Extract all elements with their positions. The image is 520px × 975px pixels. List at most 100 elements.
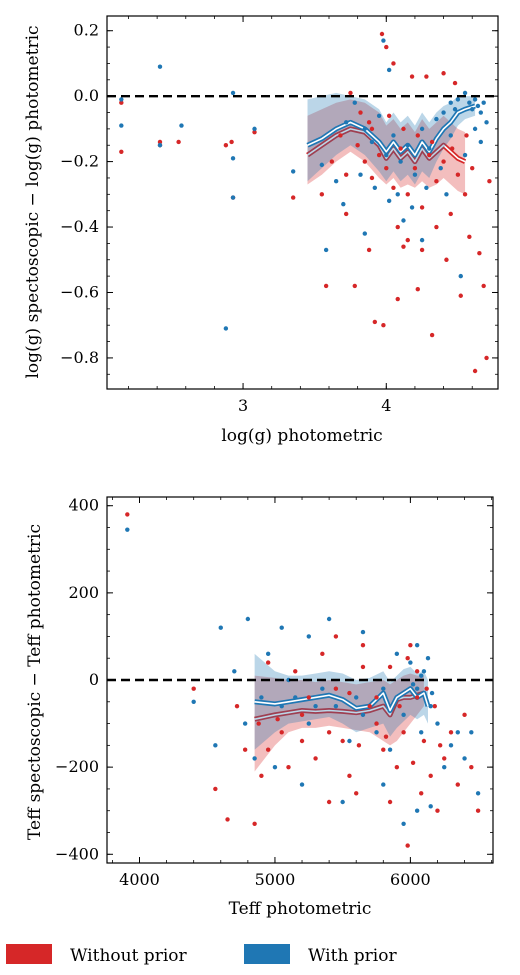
x-tick-label: 4 <box>381 396 391 415</box>
point-without-prior <box>405 237 410 243</box>
point-with-prior <box>320 686 325 691</box>
point-with-prior <box>484 120 489 125</box>
point-with-prior <box>414 642 420 648</box>
y-tick-label: 0 <box>89 670 99 689</box>
point-with-prior <box>290 169 296 174</box>
point-without-prior <box>442 756 447 761</box>
point-without-prior <box>391 185 396 190</box>
point-without-prior <box>256 721 261 726</box>
point-without-prior <box>391 61 396 66</box>
point-with-prior <box>232 669 237 674</box>
point-with-prior <box>452 107 458 112</box>
point-with-prior <box>391 133 396 138</box>
point-with-prior <box>319 162 325 168</box>
point-without-prior <box>435 808 440 813</box>
point-without-prior <box>415 133 420 138</box>
point-with-prior <box>425 656 431 661</box>
point-without-prior <box>395 296 400 302</box>
point-with-prior <box>419 673 424 678</box>
point-without-prior <box>383 734 389 739</box>
point-without-prior <box>326 730 332 735</box>
point-without-prior <box>381 747 386 752</box>
panel-teff: 400 200 0 −200 −400 4000 5000 6000 Teff photome… <box>25 496 494 919</box>
point-without-prior <box>386 113 392 118</box>
point-without-prior <box>326 799 332 805</box>
point-with-prior <box>442 764 447 770</box>
point-without-prior <box>410 760 416 765</box>
point-with-prior <box>333 179 339 184</box>
point-without-prior <box>367 703 372 709</box>
point-without-prior <box>405 843 410 848</box>
point-with-prior <box>306 721 312 726</box>
point-with-prior <box>401 218 406 223</box>
median-line-inner-without-prior <box>254 692 425 720</box>
point-without-prior <box>242 747 248 752</box>
point-with-prior <box>455 97 461 102</box>
point-with-prior <box>414 808 420 813</box>
point-with-prior <box>362 126 368 132</box>
point-without-prior <box>319 192 325 197</box>
point-with-prior <box>119 97 124 102</box>
point-without-prior <box>395 224 400 230</box>
point-with-prior <box>475 791 481 796</box>
plot-frame-logg <box>106 15 499 390</box>
point-without-prior <box>464 133 469 138</box>
point-without-prior <box>462 192 468 197</box>
point-with-prior <box>405 143 410 148</box>
point-with-prior <box>462 152 468 158</box>
point-without-prior <box>157 139 163 145</box>
point-with-prior <box>343 120 349 125</box>
point-with-prior <box>323 247 329 253</box>
point-without-prior <box>358 110 363 115</box>
point-with-prior <box>381 38 386 43</box>
xlabel-logg: log(g) photometric <box>221 426 382 446</box>
point-without-prior <box>347 773 352 779</box>
point-without-prior <box>428 773 433 779</box>
point-with-prior <box>381 686 386 691</box>
ylabel-logg: log(g) spectoscopic − log(g) photometric <box>23 25 43 378</box>
point-with-prior <box>376 113 382 118</box>
point-without-prior <box>343 172 349 177</box>
y-tick-label: −0.8 <box>60 348 99 367</box>
point-without-prior <box>434 179 439 184</box>
point-with-prior <box>354 695 359 700</box>
point-with-prior <box>448 100 453 105</box>
point-with-prior <box>352 100 357 105</box>
point-without-prior <box>265 660 271 665</box>
y-tick-label: 0.2 <box>74 21 99 40</box>
point-without-prior <box>469 764 474 770</box>
x-tick-label: 3 <box>238 396 248 415</box>
point-without-prior <box>487 179 492 184</box>
point-without-prior <box>401 126 406 132</box>
point-with-prior <box>326 616 332 622</box>
x-tick-label: 6000 <box>390 870 431 889</box>
point-without-prior <box>434 224 439 230</box>
scatter-points-teff <box>125 512 481 848</box>
point-without-prior <box>381 322 386 328</box>
point-with-prior <box>252 756 257 761</box>
point-without-prior <box>125 512 130 517</box>
point-without-prior <box>348 90 353 96</box>
point-without-prior <box>119 149 124 154</box>
point-without-prior <box>448 730 454 735</box>
point-without-prior <box>419 205 425 210</box>
point-with-prior <box>395 192 400 197</box>
point-with-prior <box>472 126 478 132</box>
point-without-prior <box>398 146 403 151</box>
point-with-prior <box>419 126 425 132</box>
point-with-prior <box>384 152 389 158</box>
point-with-prior <box>242 721 248 726</box>
point-with-prior <box>409 205 415 210</box>
ylabel-teff: Teff spectoscopic − Teff photometric <box>25 524 45 840</box>
point-without-prior <box>374 721 379 726</box>
point-without-prior <box>475 808 481 813</box>
point-with-prior <box>408 660 413 665</box>
legend-swatch-without-prior <box>6 944 52 964</box>
point-with-prior <box>179 123 184 128</box>
point-with-prior <box>372 185 378 190</box>
point-without-prior <box>472 368 478 374</box>
point-with-prior <box>401 821 406 826</box>
point-with-prior <box>429 690 435 696</box>
point-with-prior <box>386 67 392 73</box>
point-with-prior <box>478 110 484 115</box>
